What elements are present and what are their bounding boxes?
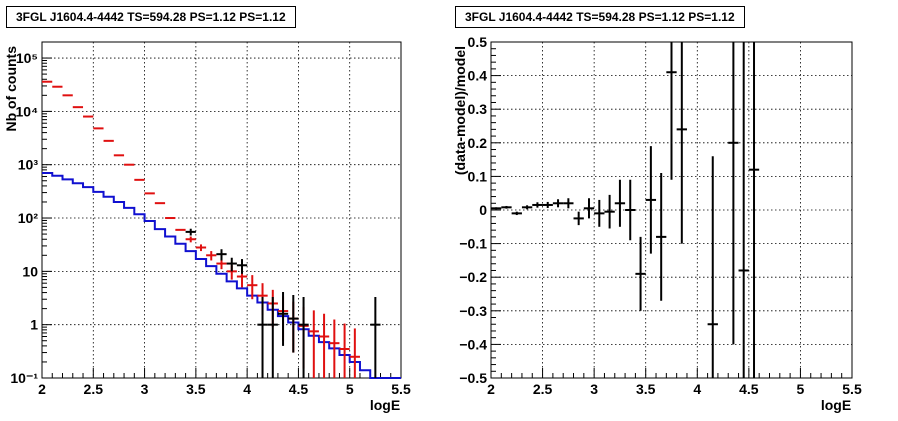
right-chart-title: 3FGL J1604.4-4442 TS=594.28 PS=1.12 PS=1… <box>455 6 745 28</box>
left-xtick-label: 3.5 <box>186 381 206 397</box>
left-xtick-label: 5.5 <box>391 381 411 397</box>
right-ytick-label: 0.4 <box>468 68 488 84</box>
left-xtick-label: 4 <box>243 381 251 397</box>
left-ytick-label: 10³ <box>18 157 39 173</box>
right-ytick-label: 0.1 <box>468 168 488 184</box>
left-xtick-label: 2.5 <box>84 381 104 397</box>
right-xtick-label: 2 <box>487 381 495 397</box>
right-x-axis-label: logE <box>821 397 851 413</box>
right-xtick-label: 2.5 <box>533 381 553 397</box>
right-y-axis-label: (data-model)/model <box>452 46 468 175</box>
left-ytick-label: 10⁴ <box>16 103 39 119</box>
right-xtick-label: 3.5 <box>636 381 656 397</box>
left-ytick-label: 10 <box>22 263 38 279</box>
left-x-axis-label: logE <box>370 397 400 413</box>
right-ytick-label: 0 <box>479 202 487 218</box>
right-xtick-label: 4 <box>693 381 701 397</box>
left-ytick-label: 10² <box>18 210 39 226</box>
left-xtick-label: 4.5 <box>289 381 309 397</box>
left-ytick-label: 1 <box>30 317 38 333</box>
left-y-axis-label: Nb of counts <box>3 46 19 132</box>
right-ytick-label: 0.5 <box>468 34 488 50</box>
right-ytick-label: −0.1 <box>459 236 487 252</box>
right-xtick-label: 5.5 <box>842 381 862 397</box>
right-ytick-label: −0.4 <box>459 336 487 352</box>
left-model-step-line <box>42 171 401 379</box>
left-plot-frame <box>41 41 402 379</box>
left-ytick-label: 10⁻¹ <box>10 370 38 386</box>
right-xtick-label: 3 <box>590 381 598 397</box>
left-xtick-label: 5 <box>346 381 354 397</box>
left-chart-title: 3FGL J1604.4-4442 TS=594.28 PS=1.12 PS=1… <box>6 6 296 28</box>
right-xtick-label: 4.5 <box>739 381 759 397</box>
right-ytick-label: 0.3 <box>468 101 488 117</box>
right-ytick-label: −0.3 <box>459 303 487 319</box>
right-ytick-label: 0.2 <box>468 135 488 151</box>
right-ytick-label: −0.5 <box>459 370 487 386</box>
left-ytick-label: 10⁵ <box>16 50 38 66</box>
left-xtick-label: 3 <box>141 381 149 397</box>
left-xtick-label: 2 <box>38 381 46 397</box>
right-ytick-label: −0.2 <box>459 269 487 285</box>
right-xtick-label: 5 <box>797 381 805 397</box>
